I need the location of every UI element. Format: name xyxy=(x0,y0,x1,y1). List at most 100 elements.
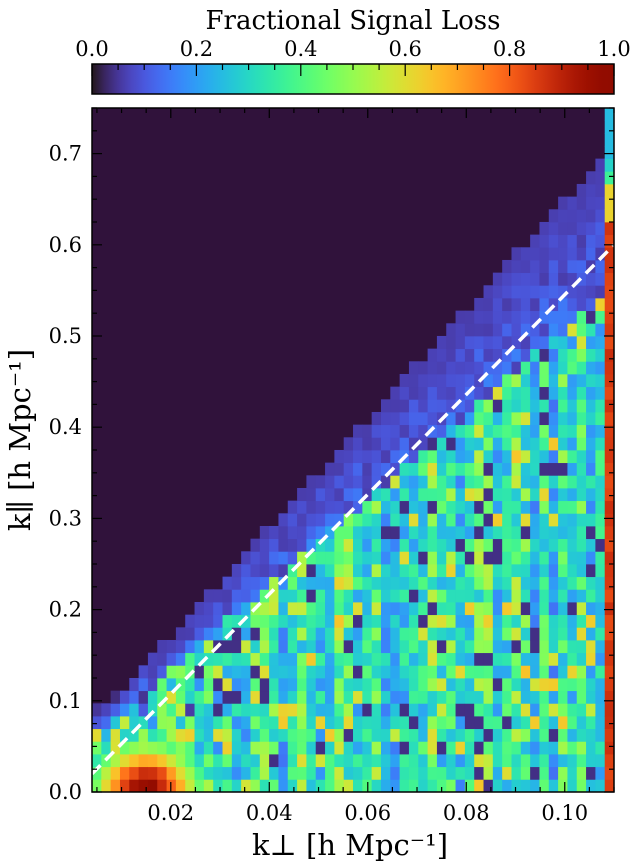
heatmap-cell xyxy=(408,614,419,628)
heatmap-cell xyxy=(446,677,456,692)
heatmap-cell xyxy=(595,563,606,578)
heatmap-cell xyxy=(604,335,615,350)
heatmap-cell xyxy=(604,411,615,426)
heatmap-cell xyxy=(604,715,615,730)
heatmap-cell xyxy=(595,259,606,274)
heatmap-cell xyxy=(241,551,251,565)
heatmap-cell xyxy=(436,665,447,679)
heatmap-cell xyxy=(586,728,596,742)
heatmap-cell xyxy=(511,386,522,400)
heatmap-cell xyxy=(492,728,503,742)
heatmap-cell xyxy=(418,475,428,489)
heatmap-cell xyxy=(269,652,279,666)
heatmap-cell xyxy=(138,677,149,692)
heatmap-cell xyxy=(548,323,559,337)
x-tick-label: 0.04 xyxy=(246,801,293,825)
heatmap-cell xyxy=(558,576,568,590)
heatmap-cell xyxy=(427,462,438,476)
heatmap-cell xyxy=(418,766,428,780)
heatmap-cell xyxy=(399,614,410,628)
heatmap-cell xyxy=(464,487,475,502)
heatmap-cell xyxy=(511,665,522,679)
heatmap-cell xyxy=(595,310,606,324)
heatmap-cell xyxy=(418,551,428,565)
heatmap-cell xyxy=(604,741,615,755)
heatmap-cell xyxy=(548,411,559,426)
heatmap-cell xyxy=(92,703,102,717)
heatmap-cell xyxy=(558,462,568,476)
heatmap-cell xyxy=(175,766,186,780)
heatmap-cell xyxy=(418,500,428,514)
heatmap-cell xyxy=(334,715,345,730)
heatmap-cell xyxy=(455,310,466,324)
heatmap-cell xyxy=(595,525,606,540)
heatmap-cell xyxy=(241,665,251,679)
heatmap-cell xyxy=(576,335,587,350)
heatmap-cell xyxy=(362,652,373,666)
heatmap-cell xyxy=(194,754,205,768)
heatmap-cell xyxy=(595,741,606,755)
heatmap-cell xyxy=(436,449,447,464)
heatmap-cell xyxy=(175,715,186,730)
heatmap-cell xyxy=(297,601,307,616)
heatmap-cell xyxy=(586,741,596,755)
heatmap-cell xyxy=(278,538,289,552)
heatmap-cell xyxy=(595,272,606,286)
heatmap-cell xyxy=(464,437,475,451)
heatmap-cell xyxy=(576,297,587,312)
heatmap-cell xyxy=(548,525,559,540)
heatmap-cell xyxy=(492,449,503,464)
heatmap-cell xyxy=(492,665,503,679)
heatmap-cell xyxy=(520,399,531,413)
heatmap-cell xyxy=(567,297,578,312)
heatmap-cell xyxy=(455,741,466,755)
heatmap-cell xyxy=(604,196,615,210)
heatmap-cell xyxy=(595,513,606,527)
heatmap-cell xyxy=(502,754,512,768)
heatmap-cell xyxy=(520,437,531,451)
heatmap-cell xyxy=(483,665,494,679)
heatmap-cell xyxy=(427,525,438,540)
colorbar-tick-labels: 0.0 0.2 0.4 0.6 0.8 1.0 xyxy=(75,37,630,61)
heatmap-cell xyxy=(576,652,587,666)
heatmap-cell xyxy=(483,323,494,337)
heatmap-cell xyxy=(604,728,615,742)
heatmap-cell xyxy=(371,779,382,793)
heatmap-cell xyxy=(231,614,242,628)
heatmap-cell xyxy=(511,601,522,616)
heatmap-cell xyxy=(371,665,382,679)
heatmap-cell xyxy=(371,551,382,565)
heatmap-cell xyxy=(436,475,447,489)
heatmap-cell xyxy=(110,779,121,793)
heatmap-cell xyxy=(558,589,568,603)
heatmap-cell xyxy=(567,728,578,742)
heatmap-cell xyxy=(530,437,540,451)
heatmap-cell xyxy=(604,107,615,122)
heatmap-cell xyxy=(110,741,121,755)
heatmap-cell xyxy=(157,652,167,666)
heatmap-cell xyxy=(474,437,484,451)
heatmap-cell xyxy=(474,728,484,742)
heatmap-cell xyxy=(129,754,140,768)
heatmap-cell xyxy=(511,449,522,464)
heatmap-cell xyxy=(334,500,345,514)
heatmap-cell xyxy=(175,627,186,641)
heatmap-cell xyxy=(446,614,456,628)
heatmap-cell xyxy=(315,690,326,704)
heatmap-cell xyxy=(231,601,242,616)
heatmap-cell xyxy=(353,462,363,476)
heatmap-cell xyxy=(586,538,596,552)
heatmap-cell xyxy=(455,639,466,654)
heatmap-cell xyxy=(436,766,447,780)
heatmap-cell xyxy=(231,779,242,793)
heatmap-cell xyxy=(558,614,568,628)
heatmap-cell xyxy=(520,525,531,540)
heatmap-cell xyxy=(147,665,158,679)
heatmap-cell xyxy=(595,475,606,489)
heatmap-cell xyxy=(558,297,568,312)
heatmap-cell xyxy=(418,373,428,388)
heatmap-cell xyxy=(464,665,475,679)
heatmap-cell xyxy=(315,728,326,742)
heatmap-cell xyxy=(353,424,363,438)
heatmap-cell xyxy=(492,639,503,654)
